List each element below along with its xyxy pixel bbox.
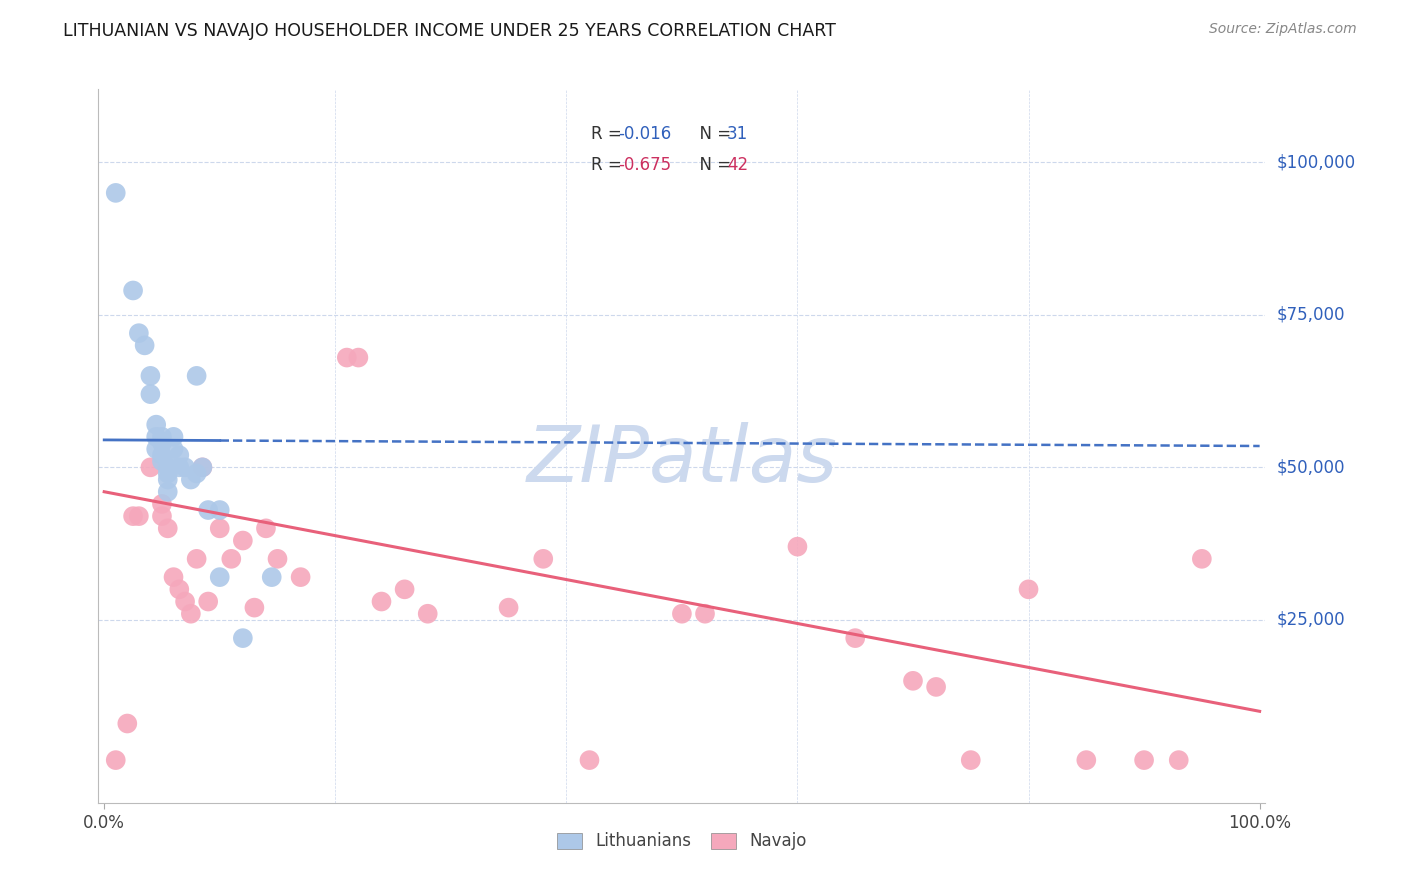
Point [1191,551,1213,566]
Point [104,186,127,200]
Point [145,417,167,432]
Point [156,521,179,535]
Point [156,460,179,475]
Point [1076,753,1098,767]
Point [162,570,184,584]
Text: $100,000: $100,000 [1277,153,1355,171]
Point [394,582,416,597]
Point [671,607,693,621]
Point [145,430,167,444]
Point [266,551,288,566]
Point [254,521,277,535]
Point [844,631,866,645]
Text: Source: ZipAtlas.com: Source: ZipAtlas.com [1209,22,1357,37]
Text: $75,000: $75,000 [1277,306,1346,324]
Text: ZIPatlas: ZIPatlas [526,422,838,499]
Point [150,497,173,511]
Point [150,436,173,450]
Point [128,509,150,524]
Point [186,551,208,566]
Point [243,600,266,615]
Point [1167,753,1189,767]
Point [260,570,283,584]
Point [578,753,600,767]
Point [191,460,214,475]
Point [169,448,191,462]
Text: R =: R = [591,156,627,175]
Text: N =: N = [689,125,737,143]
Point [197,594,219,608]
Point [347,351,370,365]
Point [336,351,359,365]
Point [925,680,948,694]
Point [122,284,145,298]
Point [156,473,179,487]
Point [786,540,808,554]
Point [221,551,243,566]
Point [901,673,924,688]
Point [174,594,197,608]
Point [232,533,254,548]
Text: -0.675: -0.675 [619,156,672,175]
Point [150,509,173,524]
Point [169,460,191,475]
Point [128,326,150,341]
Text: N =: N = [689,156,737,175]
Point [139,387,162,401]
Point [174,460,197,475]
Point [134,338,156,352]
Text: $50,000: $50,000 [1277,458,1346,476]
Point [1018,582,1040,597]
Point [1133,753,1156,767]
Point [104,753,127,767]
Point [232,631,254,645]
Point [197,503,219,517]
Point [191,460,214,475]
Point [122,509,145,524]
Point [156,467,179,481]
Point [150,430,173,444]
Point [370,594,392,608]
Point [139,460,162,475]
Point [416,607,439,621]
Text: 31: 31 [727,125,748,143]
Point [162,430,184,444]
Text: -0.016: -0.016 [619,125,672,143]
Legend: Lithuanians, Navajo: Lithuanians, Navajo [548,824,815,859]
Text: $25,000: $25,000 [1277,611,1346,629]
Point [186,467,208,481]
Point [139,368,162,383]
Point [531,551,554,566]
Point [150,448,173,462]
Point [208,570,231,584]
Point [150,454,173,468]
Point [959,753,981,767]
Point [693,607,716,621]
Point [208,503,231,517]
Point [156,484,179,499]
Point [117,716,139,731]
Point [208,521,231,535]
Point [145,442,167,456]
Point [180,607,202,621]
Point [498,600,520,615]
Point [290,570,312,584]
Point [180,473,202,487]
Text: R =: R = [591,125,627,143]
Point [162,442,184,456]
Text: 42: 42 [727,156,748,175]
Point [186,368,208,383]
Point [169,582,191,597]
Text: LITHUANIAN VS NAVAJO HOUSEHOLDER INCOME UNDER 25 YEARS CORRELATION CHART: LITHUANIAN VS NAVAJO HOUSEHOLDER INCOME … [63,22,837,40]
